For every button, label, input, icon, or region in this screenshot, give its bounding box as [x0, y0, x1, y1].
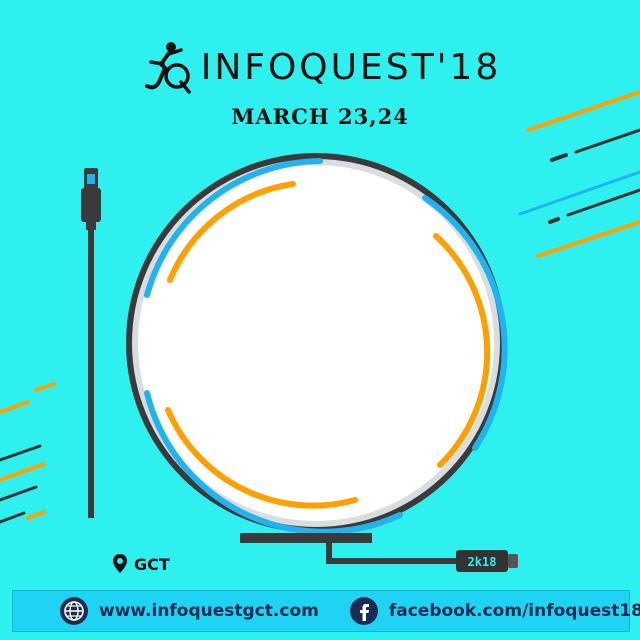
- left-decorative-lines: [0, 382, 56, 524]
- event-title: INFOQUEST'18: [200, 46, 502, 88]
- facebook-handle: facebook.com/infoquest18: [388, 601, 640, 621]
- jq-dancer-logo-icon: [144, 42, 191, 94]
- right-decorative-lines: [518, 90, 640, 258]
- footer-bar: www.infoquestgct.com facebook.com/infoqu…: [12, 590, 640, 632]
- title-row: INFOQUEST'18: [0, 40, 640, 94]
- event-date: MARCH 23,24: [231, 104, 409, 129]
- left-usb-cable: [81, 168, 101, 518]
- location-label: GCT: [134, 554, 170, 574]
- website-url: www.infoquestgct.com: [99, 601, 319, 621]
- location: GCT: [112, 553, 170, 575]
- facebook-icon: [349, 597, 378, 625]
- facebook-link[interactable]: facebook.com/infoquest18: [349, 596, 640, 626]
- usb-label: 2k18: [468, 555, 497, 569]
- circle-frame: [126, 153, 508, 535]
- website-link[interactable]: www.infoquestgct.com: [59, 596, 319, 626]
- globe-icon: [60, 597, 88, 625]
- bottom-usb-cable: [240, 533, 518, 572]
- header: INFOQUEST'18 MARCH 23,24: [0, 40, 640, 129]
- map-pin-icon: [113, 554, 127, 573]
